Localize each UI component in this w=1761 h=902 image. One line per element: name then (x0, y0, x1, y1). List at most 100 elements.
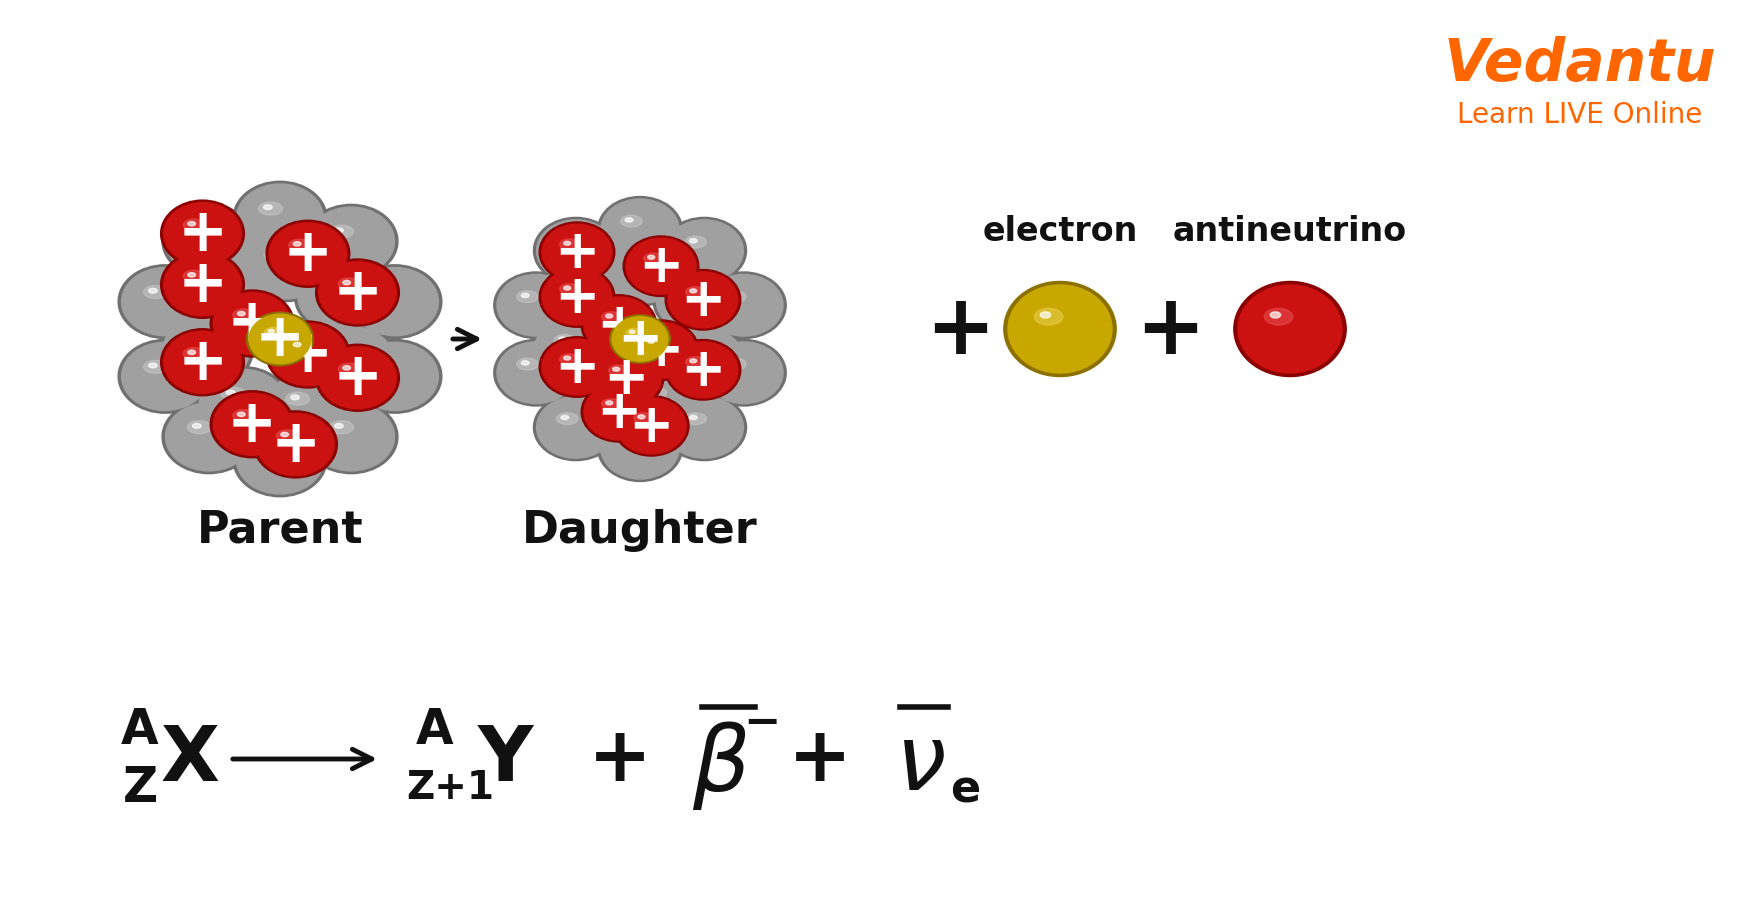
Ellipse shape (625, 258, 648, 270)
Ellipse shape (164, 203, 241, 265)
Ellipse shape (602, 239, 687, 306)
Ellipse shape (630, 261, 637, 265)
Ellipse shape (627, 329, 641, 337)
Ellipse shape (122, 268, 208, 336)
Ellipse shape (690, 290, 697, 293)
Ellipse shape (613, 318, 667, 362)
Text: +: + (255, 310, 305, 369)
Ellipse shape (187, 421, 211, 434)
Ellipse shape (289, 341, 310, 353)
Text: Learn LIVE Online: Learn LIVE Online (1458, 101, 1703, 129)
Ellipse shape (259, 445, 282, 457)
Ellipse shape (676, 288, 697, 299)
Text: Parent: Parent (197, 508, 363, 551)
Text: +: + (1136, 290, 1205, 370)
Ellipse shape (308, 403, 394, 472)
Ellipse shape (623, 320, 699, 381)
Ellipse shape (1234, 282, 1345, 377)
Ellipse shape (183, 348, 204, 360)
Ellipse shape (285, 392, 310, 406)
Ellipse shape (183, 220, 204, 232)
Ellipse shape (232, 182, 328, 255)
Ellipse shape (349, 340, 442, 414)
Ellipse shape (701, 340, 785, 407)
Ellipse shape (662, 395, 747, 461)
Text: +: + (284, 225, 333, 284)
Ellipse shape (338, 279, 359, 290)
Ellipse shape (266, 322, 350, 389)
Text: +: + (555, 227, 601, 279)
Ellipse shape (329, 421, 354, 434)
Ellipse shape (729, 294, 736, 299)
Ellipse shape (701, 272, 785, 339)
Ellipse shape (264, 374, 350, 443)
Ellipse shape (160, 329, 245, 396)
Ellipse shape (243, 232, 329, 299)
Ellipse shape (666, 271, 741, 331)
Ellipse shape (276, 430, 298, 442)
Text: A: A (416, 705, 454, 753)
Ellipse shape (521, 362, 528, 365)
Ellipse shape (118, 265, 211, 339)
Text: electron: electron (983, 215, 1138, 248)
Ellipse shape (185, 335, 210, 347)
Ellipse shape (379, 289, 387, 294)
Ellipse shape (539, 268, 615, 327)
Ellipse shape (210, 276, 218, 281)
Ellipse shape (268, 330, 275, 334)
Text: +: + (637, 241, 683, 293)
Text: +: + (227, 295, 276, 354)
Ellipse shape (373, 361, 398, 373)
Ellipse shape (685, 413, 706, 425)
Ellipse shape (571, 280, 593, 291)
Ellipse shape (560, 240, 579, 251)
Text: +: + (555, 272, 601, 324)
Text: Y: Y (477, 723, 532, 796)
Ellipse shape (548, 261, 634, 327)
Ellipse shape (620, 434, 643, 446)
Ellipse shape (685, 345, 706, 356)
Ellipse shape (685, 357, 704, 368)
Ellipse shape (689, 239, 697, 244)
Text: +: + (680, 345, 726, 396)
Text: X: X (160, 723, 220, 796)
Ellipse shape (539, 223, 615, 283)
Text: Daughter: Daughter (521, 508, 757, 551)
Ellipse shape (352, 268, 438, 336)
Ellipse shape (315, 260, 400, 327)
Ellipse shape (162, 400, 255, 474)
Ellipse shape (622, 369, 706, 436)
Ellipse shape (555, 336, 576, 346)
Ellipse shape (493, 272, 578, 339)
Ellipse shape (329, 226, 354, 239)
Ellipse shape (516, 359, 539, 371)
Ellipse shape (343, 281, 350, 285)
Text: +: + (555, 342, 601, 393)
Ellipse shape (269, 253, 278, 257)
Ellipse shape (667, 272, 738, 328)
Text: +: + (284, 326, 333, 384)
Ellipse shape (238, 413, 245, 417)
Ellipse shape (335, 424, 343, 428)
Ellipse shape (606, 315, 613, 318)
Ellipse shape (657, 272, 734, 333)
Ellipse shape (373, 286, 398, 299)
Ellipse shape (609, 316, 671, 364)
Ellipse shape (188, 273, 195, 278)
Text: +: + (680, 274, 726, 327)
Ellipse shape (238, 312, 245, 317)
Ellipse shape (532, 317, 616, 382)
Ellipse shape (210, 290, 294, 357)
Ellipse shape (1238, 286, 1342, 373)
Ellipse shape (724, 291, 747, 303)
Ellipse shape (562, 416, 569, 420)
Ellipse shape (1007, 286, 1111, 373)
Ellipse shape (620, 216, 643, 228)
Ellipse shape (321, 281, 343, 295)
Ellipse shape (160, 314, 254, 388)
Text: +: + (597, 386, 641, 438)
Ellipse shape (190, 337, 199, 342)
Ellipse shape (625, 239, 696, 295)
Text: +: + (178, 205, 227, 263)
Ellipse shape (247, 313, 313, 366)
